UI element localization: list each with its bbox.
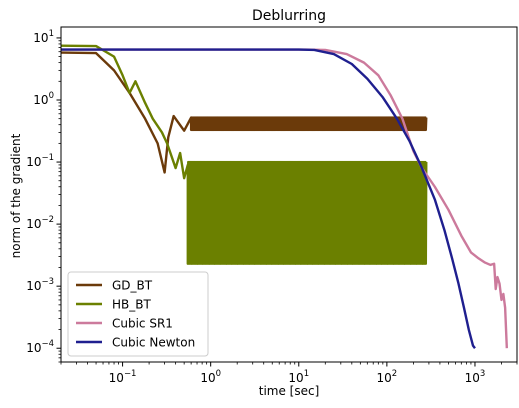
legend-label: HB_BT [112, 298, 151, 312]
x-tick-label-base: 10 [288, 371, 303, 385]
x-tick-label-exponent: 1 [304, 369, 309, 379]
y-tick-label-base: 10 [26, 279, 41, 293]
x-tick-label: 103 [465, 369, 486, 385]
series-4 [61, 48, 476, 349]
x-tick-label-exponent: −1 [124, 369, 137, 379]
series-layer [61, 44, 509, 349]
x-axis-label: time [sec] [259, 384, 320, 398]
x-tick-label: 100 [200, 369, 221, 385]
y-tick-label: 101 [33, 29, 54, 45]
y-tick-label-exponent: 0 [49, 91, 54, 101]
x-tick-label: 102 [377, 369, 398, 385]
legend-label: GD_BT [112, 279, 153, 293]
y-tick-label-exponent: −2 [41, 215, 54, 225]
chart-title: Deblurring [252, 8, 326, 24]
y-tick-label: 100 [33, 91, 54, 107]
series-1 [61, 51, 428, 174]
x-tick-label-exponent: 0 [216, 369, 221, 379]
legend-label: Cubic Newton [112, 336, 195, 350]
y-tick-label-base: 10 [26, 341, 41, 355]
y-tick-label-base: 10 [26, 217, 41, 231]
y-tick-label-exponent: −1 [41, 153, 54, 163]
series-line [61, 44, 428, 265]
y-tick-label: 10−3 [26, 277, 54, 293]
x-tick-label-base: 10 [465, 371, 480, 385]
legend-item: Cubic Newton [76, 336, 195, 350]
y-tick-label-exponent: −4 [41, 339, 54, 349]
y-tick-label-base: 10 [33, 93, 48, 107]
x-tick-label-base: 10 [109, 371, 124, 385]
x-tick-label-base: 10 [200, 371, 215, 385]
series-2 [61, 44, 428, 265]
y-tick-label-base: 10 [26, 155, 41, 169]
legend-item: GD_BT [76, 279, 153, 293]
x-tick-label-base: 10 [377, 371, 392, 385]
x-tick-label-exponent: 3 [480, 369, 485, 379]
minor-ticks [58, 40, 518, 365]
y-tick-label-exponent: −3 [41, 277, 54, 287]
legend-item: HB_BT [76, 298, 151, 312]
y-tick-label: 10−2 [26, 215, 54, 231]
y-tick-label: 10−4 [26, 339, 54, 355]
x-tick-label: 10−1 [109, 369, 137, 385]
legend-label: Cubic SR1 [112, 317, 173, 331]
series-line [61, 48, 509, 349]
y-tick-label: 10−1 [26, 153, 54, 169]
y-axis-label: norm of the gradient [9, 133, 23, 258]
series-3 [61, 48, 509, 349]
legend-box [67, 271, 209, 357]
y-tick-label-exponent: 1 [49, 29, 54, 39]
x-tick-label: 101 [288, 369, 309, 385]
y-tick-label-base: 10 [33, 31, 48, 45]
series-line [61, 48, 476, 349]
series-line [61, 51, 428, 174]
legend: GD_BT HB_BT Cubic SR1 Cubic Newton [67, 271, 209, 357]
x-tick-label-exponent: 2 [392, 369, 397, 379]
legend-item: Cubic SR1 [76, 317, 173, 331]
